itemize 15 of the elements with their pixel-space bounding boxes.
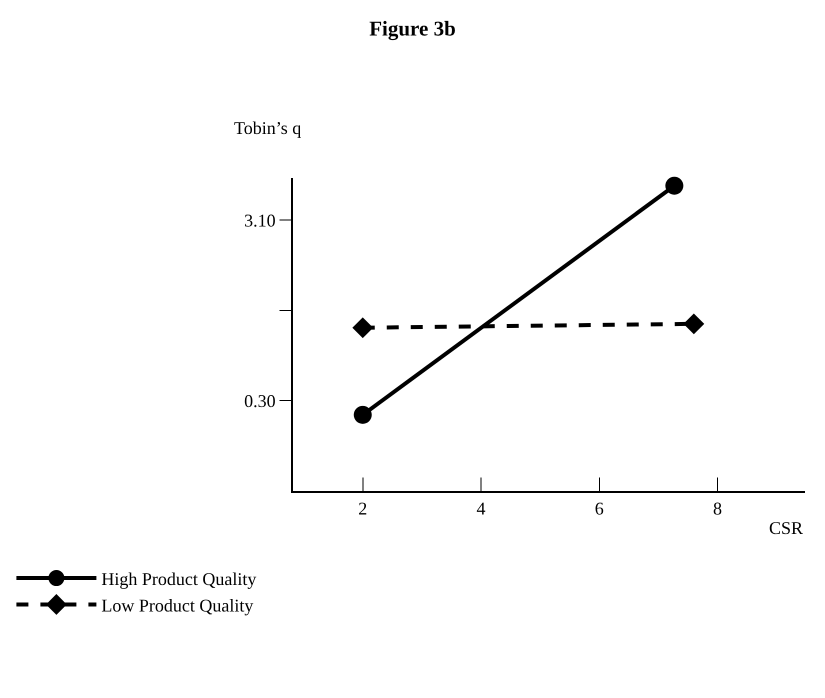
y-tick-label: 3.10 [244,210,276,230]
x-axis-title: CSR [769,518,804,538]
x-tick-label: 8 [713,498,722,518]
x-tick-label: 2 [358,498,368,518]
point [352,317,374,338]
x-tick-label: 4 [476,498,486,518]
legend-label: Low Product Quality [101,595,254,616]
x-tick-label: 6 [594,498,604,518]
point [665,176,684,195]
y-tick-label: 0.30 [244,390,276,411]
point [683,313,704,334]
chart-title: Figure 3b [369,16,456,41]
legend-label: High Product Quality [101,569,256,590]
y-axis-title: Tobin’s q [234,118,302,138]
point [354,406,372,424]
